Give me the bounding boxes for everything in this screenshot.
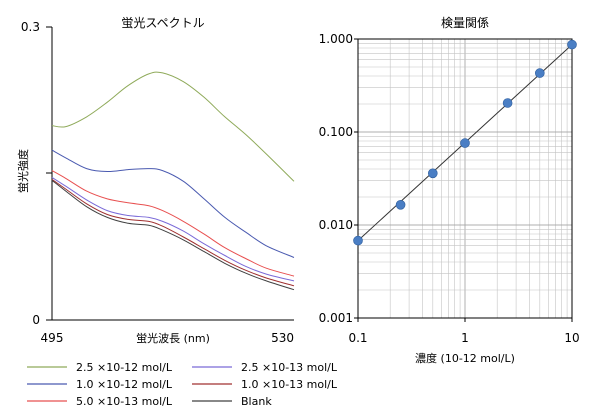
spectrum-series-line: [51, 71, 295, 182]
legend-label: 2.5 ×10-12 mol/L: [76, 361, 173, 374]
spectrum-y-tick-label: 0: [32, 313, 40, 327]
calibration-x-axis-label: 濃度 (10-12 mol/L): [415, 351, 515, 365]
calibration-data-point: [395, 200, 406, 210]
calibration-y-tick-label: 0.100: [319, 125, 353, 139]
spectrum-x-tick-label: 495: [41, 331, 64, 345]
calibration-y-tick-label: 1.000: [319, 32, 353, 46]
calibration-data-point: [427, 168, 438, 179]
spectrum-series-line: [51, 149, 295, 258]
legend-item: 2.5 ×10-12 mol/L: [27, 361, 173, 374]
spectrum-title: 蛍光スペクトル: [121, 16, 204, 30]
calibration-x-tick-label: 0.1: [348, 331, 367, 345]
spectrum-x-axis-label: 蛍光波長 (nm): [136, 331, 210, 345]
legend-label: Blank: [241, 395, 272, 408]
calibration-data-group: [353, 39, 577, 246]
spectrum-series-line: [51, 176, 295, 282]
legend-label: 1.0 ×10-13 mol/L: [241, 378, 338, 391]
calibration-grid: [358, 39, 572, 318]
spectrum-chart: 蛍光スペクトル 0.3 0 495 530 蛍光波長 (nm) 蛍光強度: [16, 16, 295, 345]
legend-item: 1.0 ×10-12 mol/L: [27, 378, 173, 391]
calibration-chart: 検量関係 1.000 0.100 0.010 0.001 0.1 1 10 濃度…: [319, 16, 580, 365]
calibration-x-tick-label: 10: [564, 331, 579, 345]
calibration-title: 検量関係: [441, 16, 489, 30]
calibration-data-point: [502, 98, 513, 108]
calibration-data-point: [534, 68, 545, 78]
calibration-data-point: [460, 138, 470, 148]
calibration-data-point: [567, 39, 577, 50]
calibration-y-tick-label: 0.010: [319, 218, 353, 232]
calibration-ticks: [354, 38, 573, 322]
legend-label: 2.5 ×10-13 mol/L: [241, 361, 338, 374]
spectrum-x-tick-label: 530: [271, 331, 294, 345]
spectrum-y-tick-label: 0.3: [21, 20, 40, 34]
spectrum-y-axis-label: 蛍光強度: [16, 149, 30, 193]
calibration-x-tick-label: 1: [461, 331, 469, 345]
spectrum-series-line: [51, 179, 295, 291]
legend-label: 5.0 ×10-13 mol/L: [76, 395, 173, 408]
spectrum-series-line: [51, 170, 295, 277]
legend-item: 1.0 ×10-13 mol/L: [192, 378, 338, 391]
legend-label: 1.0 ×10-12 mol/L: [76, 378, 173, 391]
calibration-y-tick-label: 0.001: [319, 311, 353, 325]
legend-item: 2.5 ×10-13 mol/L: [192, 361, 338, 374]
spectrum-series-group: [51, 71, 295, 291]
legend-item: 5.0 ×10-13 mol/L: [27, 395, 173, 408]
calibration-data-point: [353, 235, 363, 246]
legend: 2.5 ×10-12 mol/L 2.5 ×10-13 mol/L 1.0 ×1…: [27, 361, 338, 408]
spectrum-series-line: [51, 178, 295, 287]
legend-item: Blank: [192, 395, 272, 408]
